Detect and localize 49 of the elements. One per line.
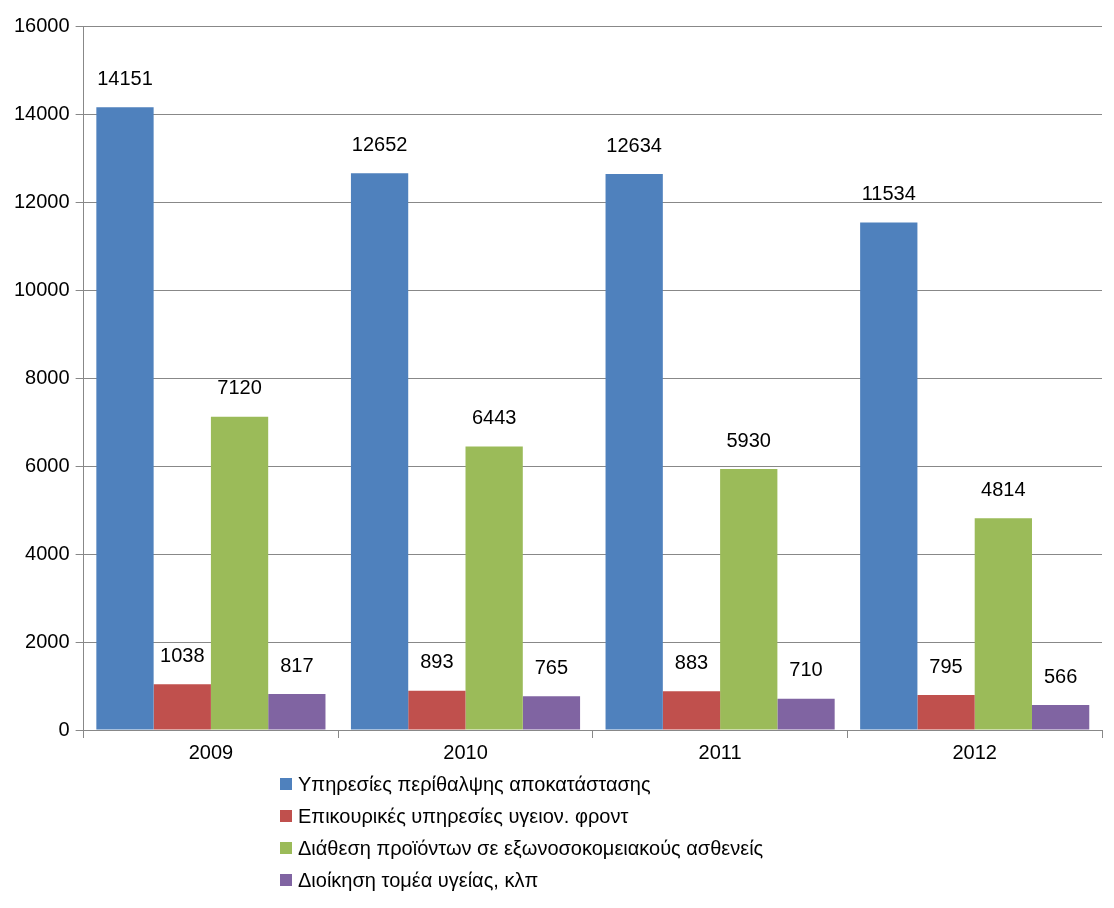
legend-label: Διάθεση προϊόντων σε εξωνοσοκομειακούς ασθενείς <box>298 836 764 860</box>
data-label: 710 <box>789 658 823 681</box>
y-tick-label: 0 <box>58 717 70 740</box>
data-label: 4814 <box>981 477 1026 500</box>
data-label: 12652 <box>351 132 408 155</box>
bar <box>153 684 211 730</box>
bar <box>917 695 975 730</box>
data-label: 883 <box>674 650 709 673</box>
bar <box>210 416 269 730</box>
data-label: 6443 <box>471 406 517 429</box>
y-tick-label: 12000 <box>13 189 70 212</box>
bar <box>408 690 466 730</box>
data-label: 566 <box>1043 664 1078 687</box>
x-tick-label: 2010 <box>443 740 488 763</box>
bar <box>605 174 663 730</box>
bar <box>1031 705 1090 730</box>
y-tick-label: 6000 <box>25 453 70 476</box>
legend-label: Διοίκηση τομέα υγείας, κλπ <box>298 868 539 892</box>
legend-label: Επικουρικές υπηρεσίες υγειον. φροντ <box>298 804 629 828</box>
bar <box>777 698 835 730</box>
data-label: 795 <box>929 654 963 677</box>
data-label: 7120 <box>217 376 262 399</box>
data-label: 11534 <box>861 182 916 205</box>
y-tick-label: 16000 <box>13 13 70 36</box>
data-label: 893 <box>420 650 454 673</box>
bar <box>96 107 154 730</box>
bar <box>974 518 1032 730</box>
data-label: 1038 <box>160 643 205 666</box>
y-tick-label: 4000 <box>25 541 70 564</box>
legend-label: Υπηρεσίες περίθαλψης αποκατάστασης <box>298 772 651 796</box>
bar <box>522 696 581 730</box>
data-label: 5930 <box>726 428 771 451</box>
bar <box>662 691 721 730</box>
bar <box>720 469 778 730</box>
x-tick-label: 2009 <box>188 740 234 763</box>
y-tick-label: 10000 <box>13 277 70 300</box>
y-tick-label: 14000 <box>13 101 70 124</box>
bar <box>465 446 523 730</box>
y-tick-label: 2000 <box>25 629 70 652</box>
bar <box>860 222 918 730</box>
y-tick-label: 8000 <box>25 365 70 388</box>
data-label: 817 <box>280 653 314 676</box>
data-label: 12634 <box>606 133 662 156</box>
data-label: 765 <box>534 655 569 678</box>
bar <box>350 173 409 730</box>
data-label: 14151 <box>97 66 153 89</box>
bar <box>268 694 326 730</box>
x-tick-label: 2011 <box>698 740 742 763</box>
x-tick-label: 2012 <box>952 740 997 763</box>
